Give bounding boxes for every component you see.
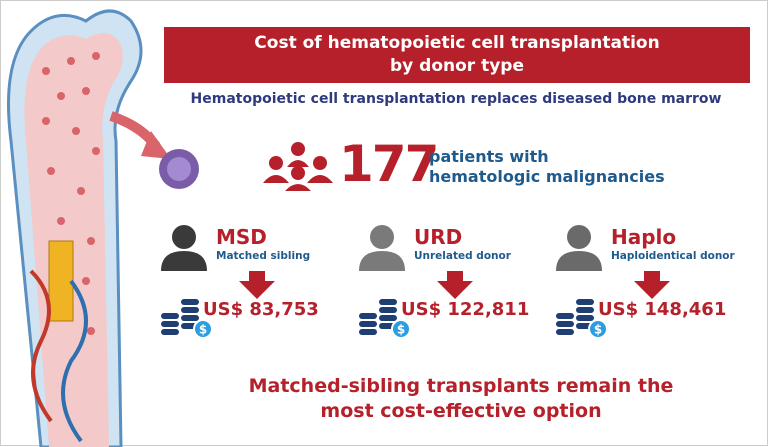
svg-text:$: $ (594, 323, 602, 337)
patient-count: 177 (339, 135, 439, 193)
title-banner: Cost of hematopoietic cell transplantati… (164, 27, 750, 83)
donor-cost: US$ 83,753 (203, 299, 319, 320)
conclusion-line-1: Matched-sibling transplants remain the (248, 375, 674, 397)
title-line-2: by donor type (389, 56, 524, 76)
arrow-down-icon (437, 271, 473, 299)
arrow-down-icon (239, 271, 275, 299)
donor-code: Haplo (611, 225, 677, 249)
donor-code: MSD (216, 225, 267, 249)
svg-text:$: $ (397, 323, 405, 337)
title-line-1: Cost of hematopoietic cell transplantati… (254, 33, 660, 53)
donor-code: URD (414, 225, 463, 249)
patients-group-icon (263, 142, 333, 191)
donor-description: Unrelated donor (414, 250, 511, 262)
person-icon (161, 225, 207, 271)
conclusion: Matched-sibling transplants remain the m… (181, 374, 741, 424)
arrow-down-icon (634, 271, 670, 299)
donor-card-urd: URD Unrelated donor $ US$ 122,811 (357, 223, 557, 343)
bone-marrow-illustration (7, 9, 199, 447)
vessel-core (48, 240, 74, 322)
subtitle: Hematopoietic cell transplantation repla… (190, 91, 722, 107)
label-line-1: patients with (429, 147, 549, 166)
donor-cost: US$ 148,461 (598, 299, 727, 320)
svg-text:$: $ (199, 323, 207, 337)
conclusion-line-2: most cost-effective option (320, 400, 602, 422)
donor-description: Matched sibling (216, 250, 311, 262)
coins-icon: $ (161, 299, 213, 339)
donor-card-haplo: Haplo Haploidentical donor $ US$ 148,461 (554, 223, 754, 343)
person-icon (359, 225, 405, 271)
coins-icon: $ (556, 299, 608, 339)
person-icon (556, 225, 602, 271)
donor-card-msd: MSD Matched sibling $ US$ 83,753 (159, 223, 359, 343)
coins-icon: $ (359, 299, 411, 339)
donor-description: Haploidentical donor (611, 250, 735, 262)
patient-count-label: patients with hematologic malignancies (429, 147, 665, 187)
donor-cost: US$ 122,811 (401, 299, 530, 320)
label-line-2: hematologic malignancies (429, 167, 665, 186)
